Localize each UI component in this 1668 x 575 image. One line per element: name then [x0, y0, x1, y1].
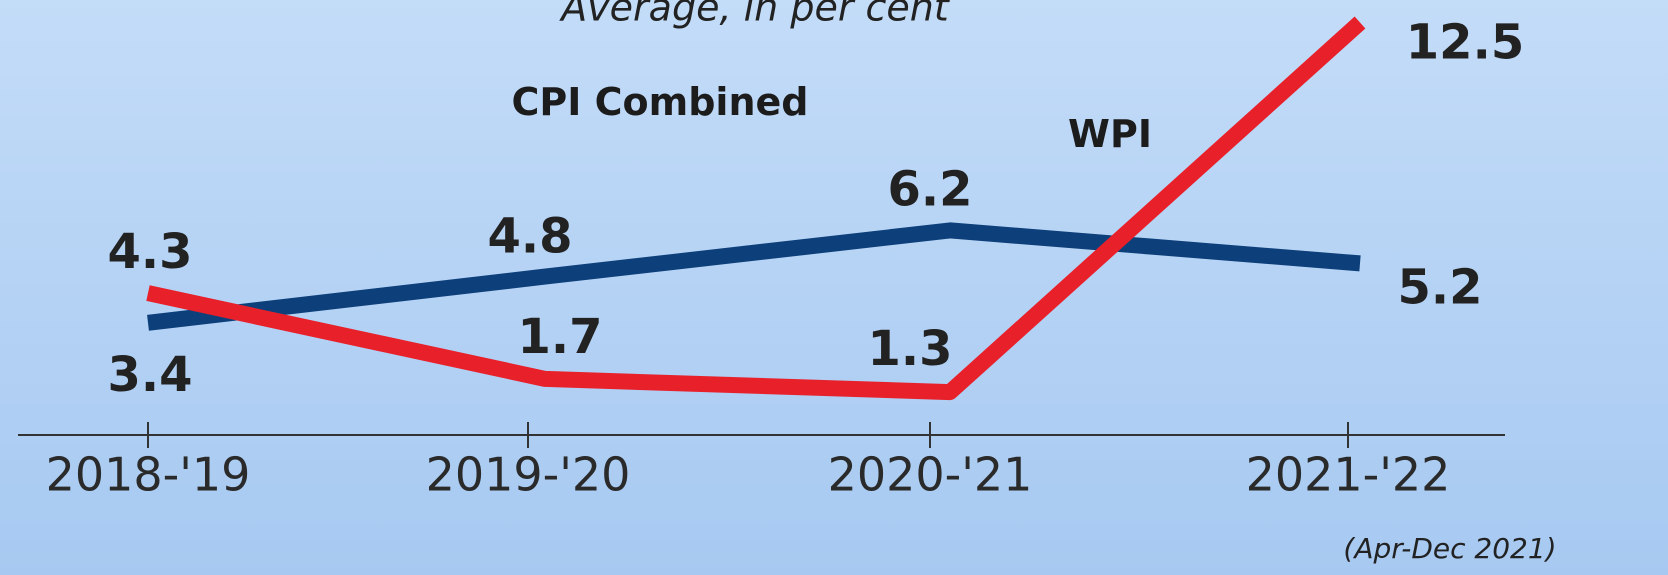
- x-tick-label: 2021-'22: [1246, 448, 1451, 502]
- data-label: 1.3: [867, 321, 952, 377]
- data-label: 12.5: [1406, 15, 1524, 71]
- x-tick-label: 2018-'19: [46, 448, 251, 502]
- annotation: (Apr-Dec 2021): [1343, 532, 1556, 565]
- series-label: CPI Combined: [511, 80, 809, 124]
- data-label: 5.2: [1397, 259, 1482, 315]
- data-label: 1.7: [517, 309, 602, 365]
- data-label: 4.8: [487, 209, 572, 265]
- line: [146, 16, 1366, 401]
- data-label: 4.3: [107, 224, 192, 280]
- x-tick-label: 2019-'20: [426, 448, 631, 502]
- chart-title: Average, in per cent: [558, 0, 951, 30]
- data-label: 6.2: [887, 161, 972, 217]
- x-tick-label: 2020-'21: [828, 448, 1033, 502]
- series-label: WPI: [1068, 112, 1152, 156]
- line: [147, 222, 1361, 331]
- data-label: 3.4: [107, 347, 192, 403]
